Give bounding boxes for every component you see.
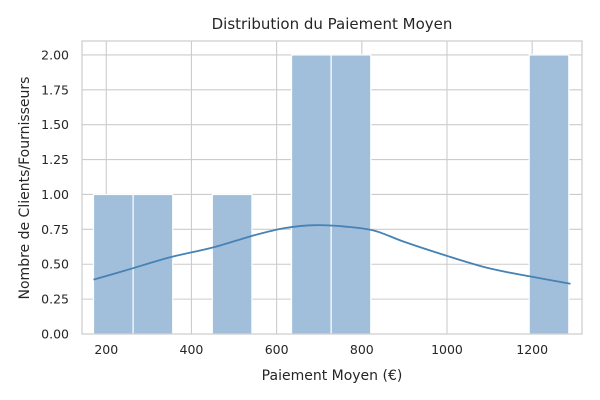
y-axis-label: Nombre de Clients/Fournisseurs (17, 77, 33, 300)
histogram-bar (290, 54, 332, 335)
x-tick-label: 800 (350, 342, 374, 357)
histogram-bar (330, 54, 372, 335)
kde-layer (93, 224, 571, 285)
ticks-layer: 200 400 600 800 1000 1200 0.00 0.25 0.50 0.75 1.00… (41, 47, 548, 357)
plot-frame (81, 40, 583, 335)
y-tick-label: 0.50 (41, 257, 69, 272)
x-tick-label: 200 (94, 342, 118, 357)
x-tick-label: 400 (180, 342, 204, 357)
y-tick-label: 1.75 (41, 82, 69, 97)
y-tick-label: 0.75 (41, 222, 69, 237)
y-tick-label: 1.25 (41, 152, 69, 167)
x-tick-label: 1200 (516, 342, 548, 357)
y-tick-label: 0.00 (41, 327, 69, 342)
y-tick-label: 1.50 (41, 117, 69, 132)
chart-title: Distribution du Paiement Moyen (212, 15, 453, 33)
kde-curve (93, 224, 571, 285)
y-tick-label: 1.00 (41, 187, 69, 202)
x-tick-label: 1000 (431, 342, 463, 357)
bars-layer (92, 54, 570, 335)
x-axis-label: Paiement Moyen (€) (262, 368, 403, 384)
histogram-bar (92, 193, 134, 335)
histogram-bar (132, 193, 174, 335)
y-tick-label: 0.25 (41, 292, 69, 307)
x-tick-label: 600 (265, 342, 289, 357)
histogram-bar (211, 193, 253, 335)
histogram-bar (528, 54, 570, 335)
y-tick-label: 2.00 (41, 47, 69, 62)
